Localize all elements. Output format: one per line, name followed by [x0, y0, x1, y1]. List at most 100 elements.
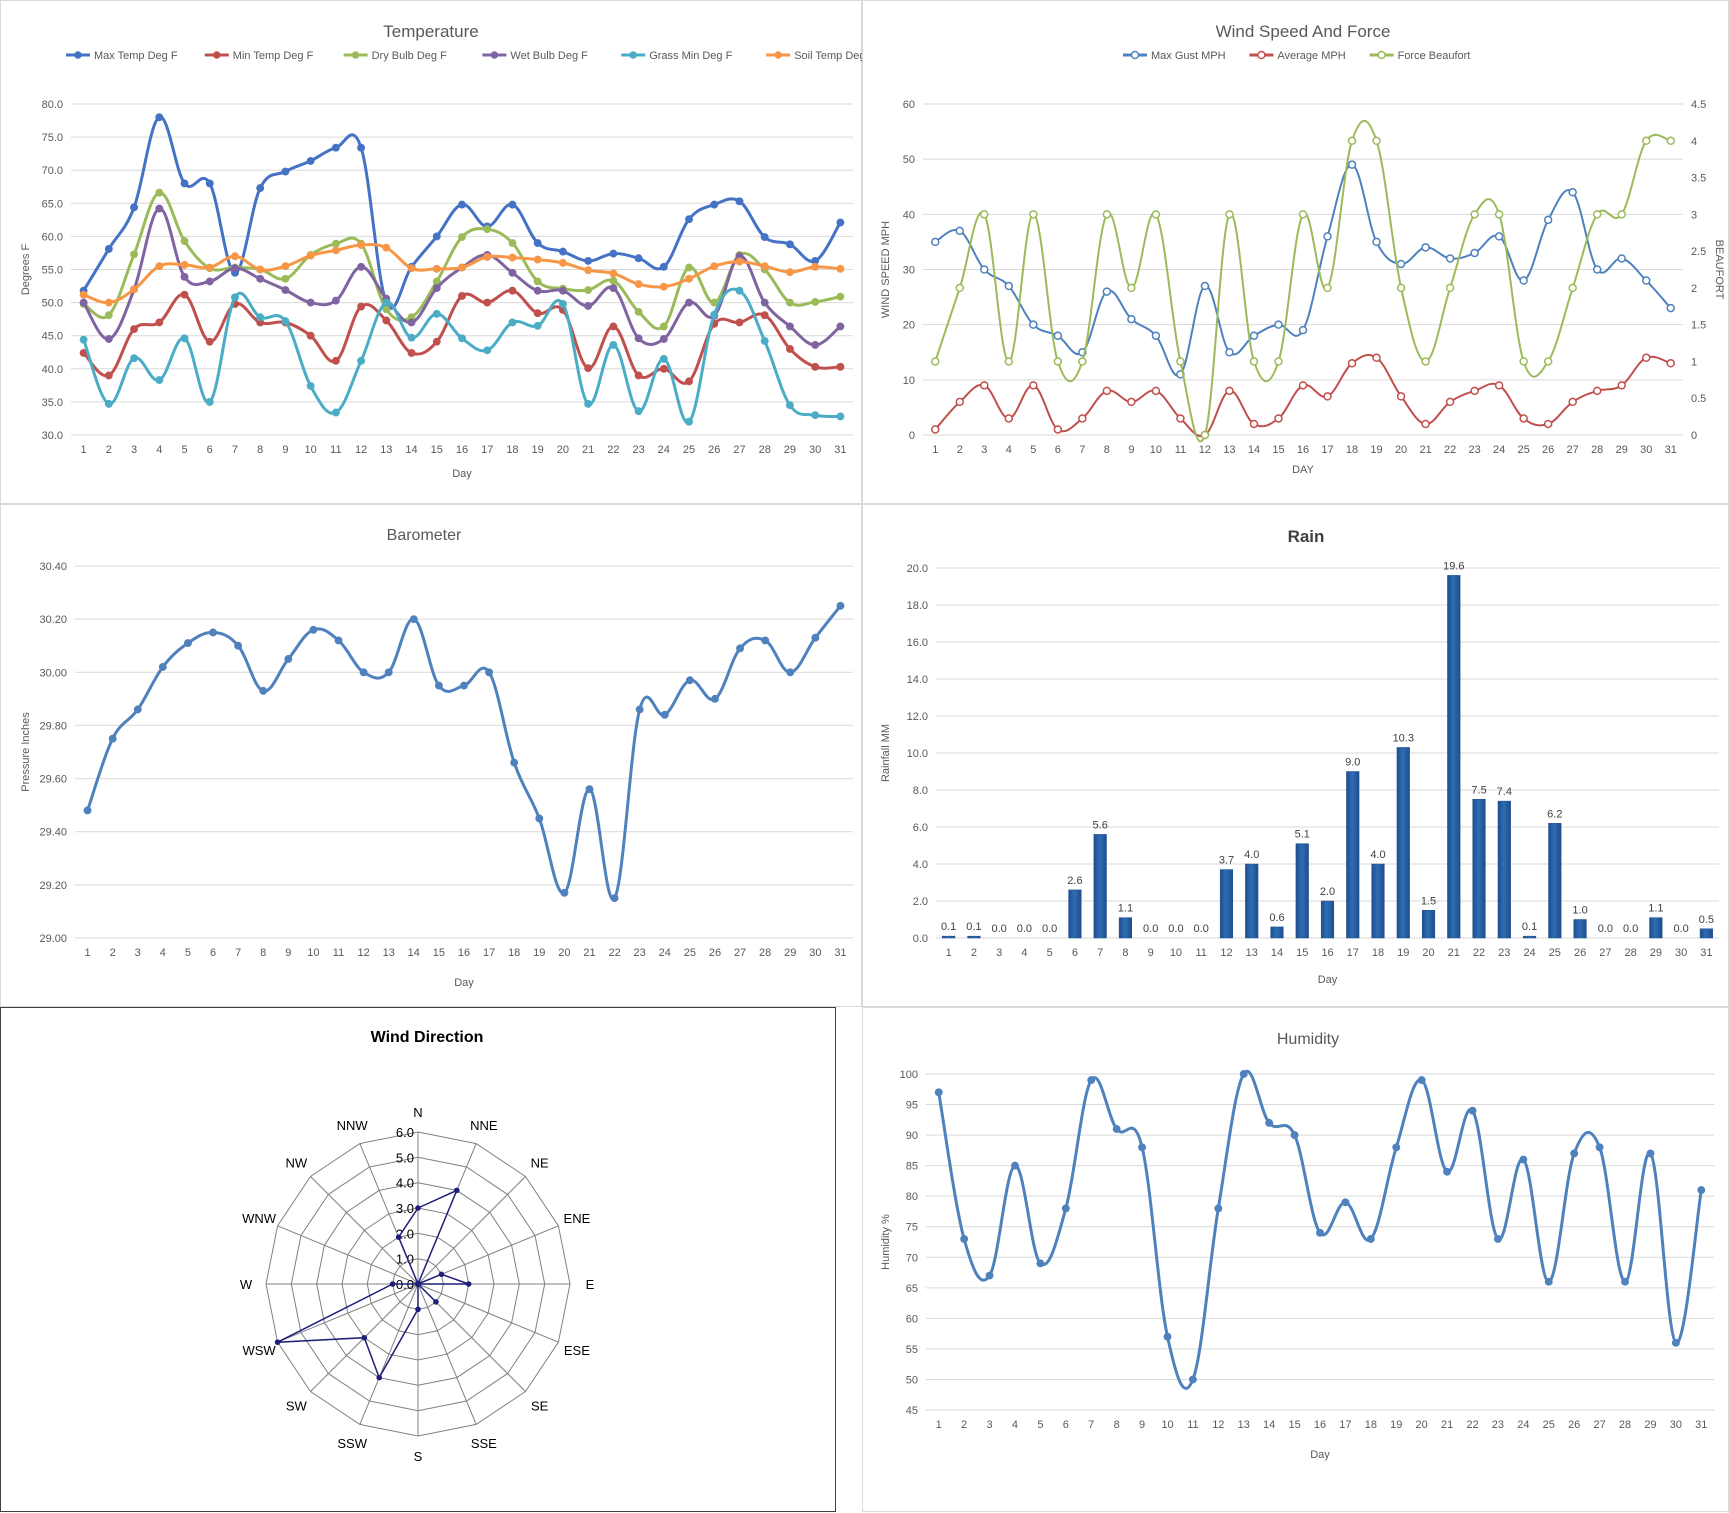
- barometer-chart: Barometer 29.00 29.20 29.40 29.60 29.80 30.00 3…: [20, 527, 853, 989]
- rain-bar: [1219, 869, 1234, 939]
- data-point: [331, 296, 340, 305]
- data-point: [1274, 320, 1283, 329]
- x-tick-label: 18: [1372, 947, 1384, 959]
- x-tick-label: 19: [533, 947, 545, 959]
- data-point: [133, 705, 142, 714]
- data-point: [1127, 314, 1136, 324]
- temperature-chart: Temperature 30.0 35.0 40.0 45.0 50.0 55.0 60.0 6…: [20, 22, 863, 480]
- x-tick-label: 22: [1466, 1419, 1478, 1431]
- x-tick-label: 11: [330, 444, 341, 456]
- data-point: [584, 266, 593, 275]
- data-label: 6.2: [1547, 808, 1562, 820]
- y-tick-label: 20.0: [907, 563, 928, 575]
- x-tick-label: 3: [131, 444, 137, 456]
- rain-bar: [1295, 843, 1309, 939]
- data-point: [1102, 210, 1112, 219]
- data-point: [382, 316, 391, 325]
- x-axis-label: Day: [1310, 1449, 1330, 1461]
- radar-point: [438, 1271, 445, 1278]
- series-line: [934, 354, 1672, 438]
- data-point: [934, 1088, 943, 1097]
- data-point: [1421, 243, 1430, 252]
- data-point: [659, 335, 668, 343]
- radar-spoke: [277, 1283, 419, 1343]
- data-point: [1470, 248, 1479, 258]
- data-point: [1544, 1277, 1553, 1286]
- data-point: [180, 237, 189, 245]
- data-point: [309, 625, 318, 634]
- data-label: 0.0: [991, 923, 1006, 935]
- direction-label: NNE: [470, 1118, 498, 1133]
- data-point: [1493, 1234, 1502, 1243]
- y2-tick-label: 2: [1691, 283, 1697, 295]
- legend-label: Average MPH: [1277, 50, 1345, 62]
- x-tick-label: 27: [733, 444, 745, 456]
- x-tick-label: 9: [1128, 444, 1134, 456]
- data-point: [130, 203, 139, 212]
- data-label: 1.1: [1118, 903, 1133, 915]
- data-point: [104, 311, 113, 320]
- y-tick-label: 10.0: [907, 748, 928, 760]
- data-point: [785, 298, 794, 307]
- legend-marker: [351, 51, 360, 59]
- data-point: [785, 268, 794, 277]
- data-point: [634, 371, 643, 380]
- data-point: [1102, 386, 1112, 396]
- data-point: [931, 357, 940, 366]
- x-tick-label: 14: [1271, 947, 1283, 959]
- data-label: 4.0: [1244, 849, 1259, 861]
- data-point: [685, 274, 693, 283]
- direction-label: ENE: [564, 1211, 591, 1226]
- data-point: [760, 233, 769, 242]
- y-axis-label: Humidity %: [880, 1214, 892, 1270]
- wind-speed-chart-panel: Wind Speed And Force 0 10 20 30 40 50 60 0 0.5 1 1.…: [862, 0, 1729, 504]
- data-point: [1298, 325, 1308, 335]
- data-point: [104, 335, 113, 343]
- x-tick-label: 26: [1542, 444, 1554, 456]
- y-tick-label: 29.20: [39, 880, 67, 892]
- chart-title: Wind Direction: [371, 1029, 484, 1046]
- x-tick-label: 13: [1238, 1419, 1250, 1431]
- data-point: [1445, 397, 1455, 407]
- x-tick-label: 31: [1665, 444, 1677, 456]
- x-tick-label: 5: [181, 444, 187, 456]
- direction-label: ESE: [564, 1343, 590, 1358]
- x-tick-label: 1: [84, 947, 90, 959]
- data-point: [331, 239, 340, 248]
- data-point: [281, 317, 290, 326]
- data-point: [256, 184, 265, 193]
- data-point: [259, 686, 268, 695]
- data-point: [130, 285, 139, 294]
- data-point: [508, 268, 517, 277]
- data-point: [836, 601, 845, 610]
- data-point: [357, 356, 366, 365]
- data-point: [1396, 283, 1406, 293]
- y-tick-label: 16.0: [907, 637, 928, 649]
- data-point: [108, 734, 117, 743]
- x-tick-label: 7: [1097, 947, 1103, 959]
- data-point: [634, 254, 643, 263]
- data-point: [130, 354, 139, 363]
- y2-tick-label: 4: [1691, 136, 1697, 148]
- data-point: [357, 143, 366, 152]
- r-tick-label: 6.0: [396, 1125, 414, 1140]
- data-point: [1519, 276, 1528, 285]
- x-tick-label: 22: [607, 444, 619, 456]
- x-tick-label: 23: [1492, 1419, 1504, 1431]
- x-tick-label: 27: [1599, 947, 1611, 959]
- y-tick-label: 6.0: [913, 822, 928, 834]
- data-point: [533, 321, 542, 330]
- x-tick-label: 10: [1161, 1419, 1173, 1431]
- data-point: [558, 247, 567, 256]
- data-point: [384, 668, 393, 677]
- y-tick-label: 60.0: [42, 231, 63, 243]
- y2-tick-label: 0: [1691, 430, 1697, 442]
- data-label: 7.5: [1471, 784, 1486, 796]
- x-axis-label: Day: [452, 468, 472, 480]
- data-point: [1029, 381, 1038, 390]
- data-point: [357, 241, 366, 249]
- x-tick-label: 8: [257, 444, 263, 456]
- y-tick-label: 29.60: [39, 774, 67, 786]
- y-tick-label: 20: [903, 320, 915, 332]
- rain-bar: [1573, 919, 1587, 939]
